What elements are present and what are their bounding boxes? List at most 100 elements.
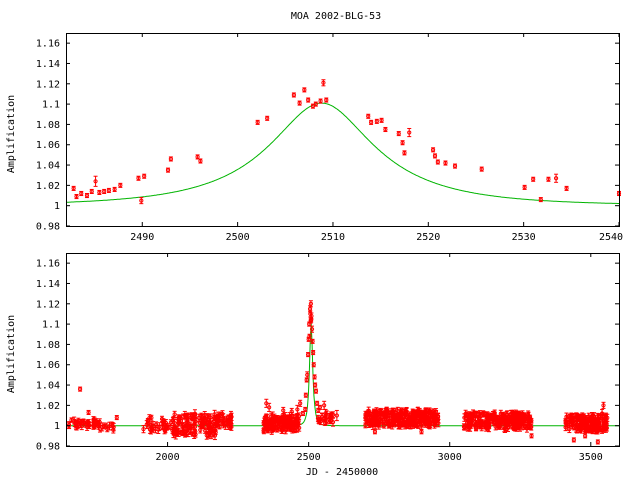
bottom-data-point (192, 409, 198, 419)
bottom-data-point (283, 426, 288, 435)
bottom-y-tick-label: 0.98 (36, 442, 60, 453)
bottom-y-tick-label: 1.02 (36, 401, 60, 412)
bottom-data-point (427, 417, 432, 425)
bottom-data-point (492, 409, 497, 419)
bottom-data-point (298, 399, 303, 407)
bottom-data-point (309, 312, 314, 320)
top-data-point (168, 156, 173, 162)
bottom-data-point (295, 420, 300, 428)
bottom-data-point (591, 417, 596, 423)
bottom-data-point (185, 419, 190, 426)
top-data-point (79, 190, 84, 197)
bottom-data-point (312, 374, 317, 380)
bottom-data-point (292, 420, 298, 428)
bottom-data-point (569, 417, 575, 424)
bottom-data-point (92, 416, 97, 426)
bottom-data-point (599, 408, 605, 419)
top-data-point (313, 101, 318, 107)
top-data-point (112, 186, 117, 192)
bottom-data-point (105, 425, 110, 433)
bottom-data-point (390, 407, 395, 416)
top-data-point (553, 173, 559, 183)
top-x-ticks: 2490 2500 2510 2520 2530 2540 (130, 33, 623, 243)
top-data-point (400, 140, 405, 146)
bottom-data-point (176, 416, 181, 426)
bottom-model-curve-layer (66, 323, 619, 427)
top-data-point (93, 175, 98, 187)
top-data-point (546, 176, 551, 182)
top-data-point (165, 167, 171, 173)
chart-title: MOA 2002-BLG-53 (291, 11, 381, 22)
bottom-data-point (264, 413, 269, 420)
bottom-data-point (114, 415, 119, 421)
top-data-point (452, 163, 458, 169)
bottom-data-point (519, 418, 524, 424)
top-data-point (432, 153, 438, 159)
bottom-data-point (295, 404, 300, 414)
bottom-data-point (317, 404, 323, 410)
bottom-data-point (310, 338, 315, 344)
bottom-y-ticks: 0.98 1 1.02 1.04 1.06 1.08 1.1 1.12 1.14 1.16 (36, 259, 619, 453)
bottom-data-point (563, 418, 568, 424)
bottom-data-point (372, 410, 377, 417)
bottom-data-point (496, 418, 501, 428)
bottom-data-point (523, 412, 528, 420)
top-data-point (74, 194, 79, 200)
top-model-curve (65, 102, 619, 204)
bottom-data-point (584, 422, 589, 431)
bottom-data-point (397, 413, 402, 422)
bottom-data-point (474, 426, 479, 432)
bottom-data-point (69, 417, 74, 423)
bottom-data-point (171, 425, 176, 433)
bottom-y-tick-label: 1.12 (36, 299, 60, 310)
bottom-data-point (186, 412, 192, 420)
bottom-data-point (159, 415, 165, 423)
top-data-point (142, 173, 147, 179)
bottom-data-point (111, 422, 116, 432)
bottom-model-curve (66, 323, 619, 427)
bottom-data-point (317, 417, 323, 424)
top-data-point (265, 115, 270, 121)
top-data-point (407, 127, 412, 138)
top-data-point (374, 118, 379, 124)
bottom-data-point (372, 429, 378, 435)
top-data-point (97, 189, 102, 196)
bottom-data-point (571, 437, 576, 443)
bottom-data-point (413, 414, 418, 421)
bottom-data-point (577, 414, 583, 423)
bottom-data-point (311, 362, 316, 368)
top-y-tick-label: 1.02 (36, 181, 60, 192)
bottom-data-point (86, 419, 91, 426)
bottom-data-point (313, 382, 318, 388)
bottom-data-point (313, 388, 319, 394)
top-data-point (136, 175, 141, 181)
top-y-tick-label: 0.98 (36, 222, 60, 233)
bottom-data-point (217, 423, 222, 430)
top-data-point (531, 176, 536, 182)
bottom-data-point (572, 424, 577, 431)
top-data-point (430, 147, 436, 153)
bottom-y-tick-label: 1.06 (36, 360, 60, 371)
bottom-data-point (309, 325, 315, 333)
bottom-data-point (419, 429, 424, 435)
top-ylabel: Amplification (6, 95, 17, 173)
bottom-data-point (100, 422, 105, 432)
bottom-data-point (567, 425, 572, 434)
bottom-data-point (227, 419, 232, 428)
bottom-data-point (66, 421, 72, 430)
bottom-data-point (311, 350, 316, 356)
top-data-point (379, 117, 384, 123)
bottom-data-point (172, 410, 177, 418)
bottom-data-point (410, 416, 415, 423)
bottom-y-tick-label: 1.14 (36, 279, 60, 290)
bottom-data-point (366, 406, 371, 415)
bottom-data-point (261, 420, 266, 426)
top-data-point (84, 192, 90, 199)
bottom-y-tick-label: 1.04 (36, 381, 60, 392)
bottom-data-point (567, 413, 572, 420)
top-y-tick-label: 1.14 (36, 59, 60, 70)
bottom-panel: Amplification 2000 2500 3000 3500 0.98 1 1.02… (6, 253, 620, 478)
top-y-tick-label: 1.04 (36, 161, 60, 172)
top-y-tick-label: 1.1 (42, 100, 60, 111)
